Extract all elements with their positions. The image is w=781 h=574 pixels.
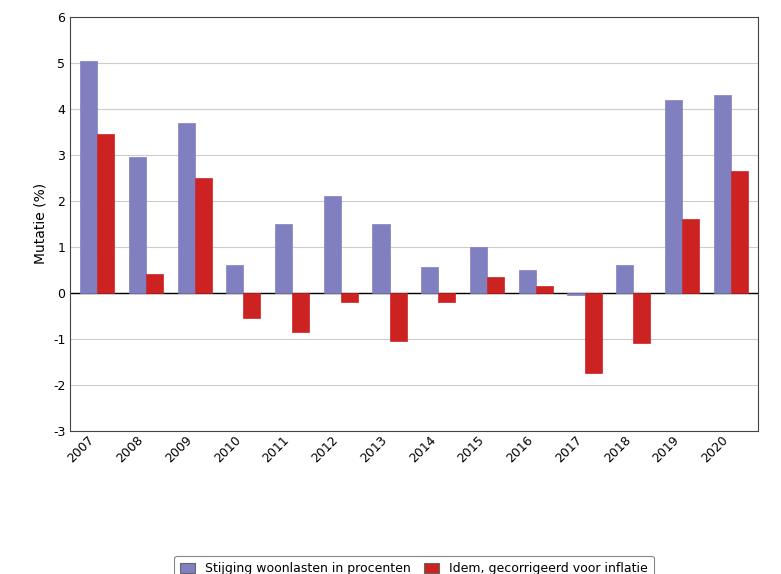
Bar xyxy=(731,171,748,293)
Bar xyxy=(536,286,553,293)
Bar xyxy=(275,224,292,293)
Bar xyxy=(146,274,163,293)
Bar xyxy=(244,293,260,318)
Bar xyxy=(80,61,97,293)
Bar xyxy=(194,178,212,293)
Bar xyxy=(714,95,731,293)
Bar xyxy=(438,293,455,302)
Bar xyxy=(487,277,504,293)
Y-axis label: Mutatie (%): Mutatie (%) xyxy=(34,183,48,265)
Bar xyxy=(97,134,114,293)
Bar xyxy=(373,224,390,293)
Bar xyxy=(633,293,651,343)
Bar xyxy=(341,293,358,302)
Bar xyxy=(292,293,309,332)
Bar xyxy=(390,293,407,341)
Bar xyxy=(584,293,601,373)
Bar xyxy=(177,123,194,293)
Bar xyxy=(616,265,633,293)
Bar xyxy=(519,270,536,293)
Bar xyxy=(665,100,682,293)
Legend: Stijging woonlasten in procenten, Idem, gecorrigeerd voor inflatie: Stijging woonlasten in procenten, Idem, … xyxy=(174,556,654,574)
Bar xyxy=(682,219,699,293)
Bar xyxy=(470,247,487,293)
Bar xyxy=(324,196,341,293)
Bar xyxy=(129,157,146,293)
Bar xyxy=(568,293,584,295)
Bar xyxy=(421,267,438,293)
Bar xyxy=(226,265,244,293)
